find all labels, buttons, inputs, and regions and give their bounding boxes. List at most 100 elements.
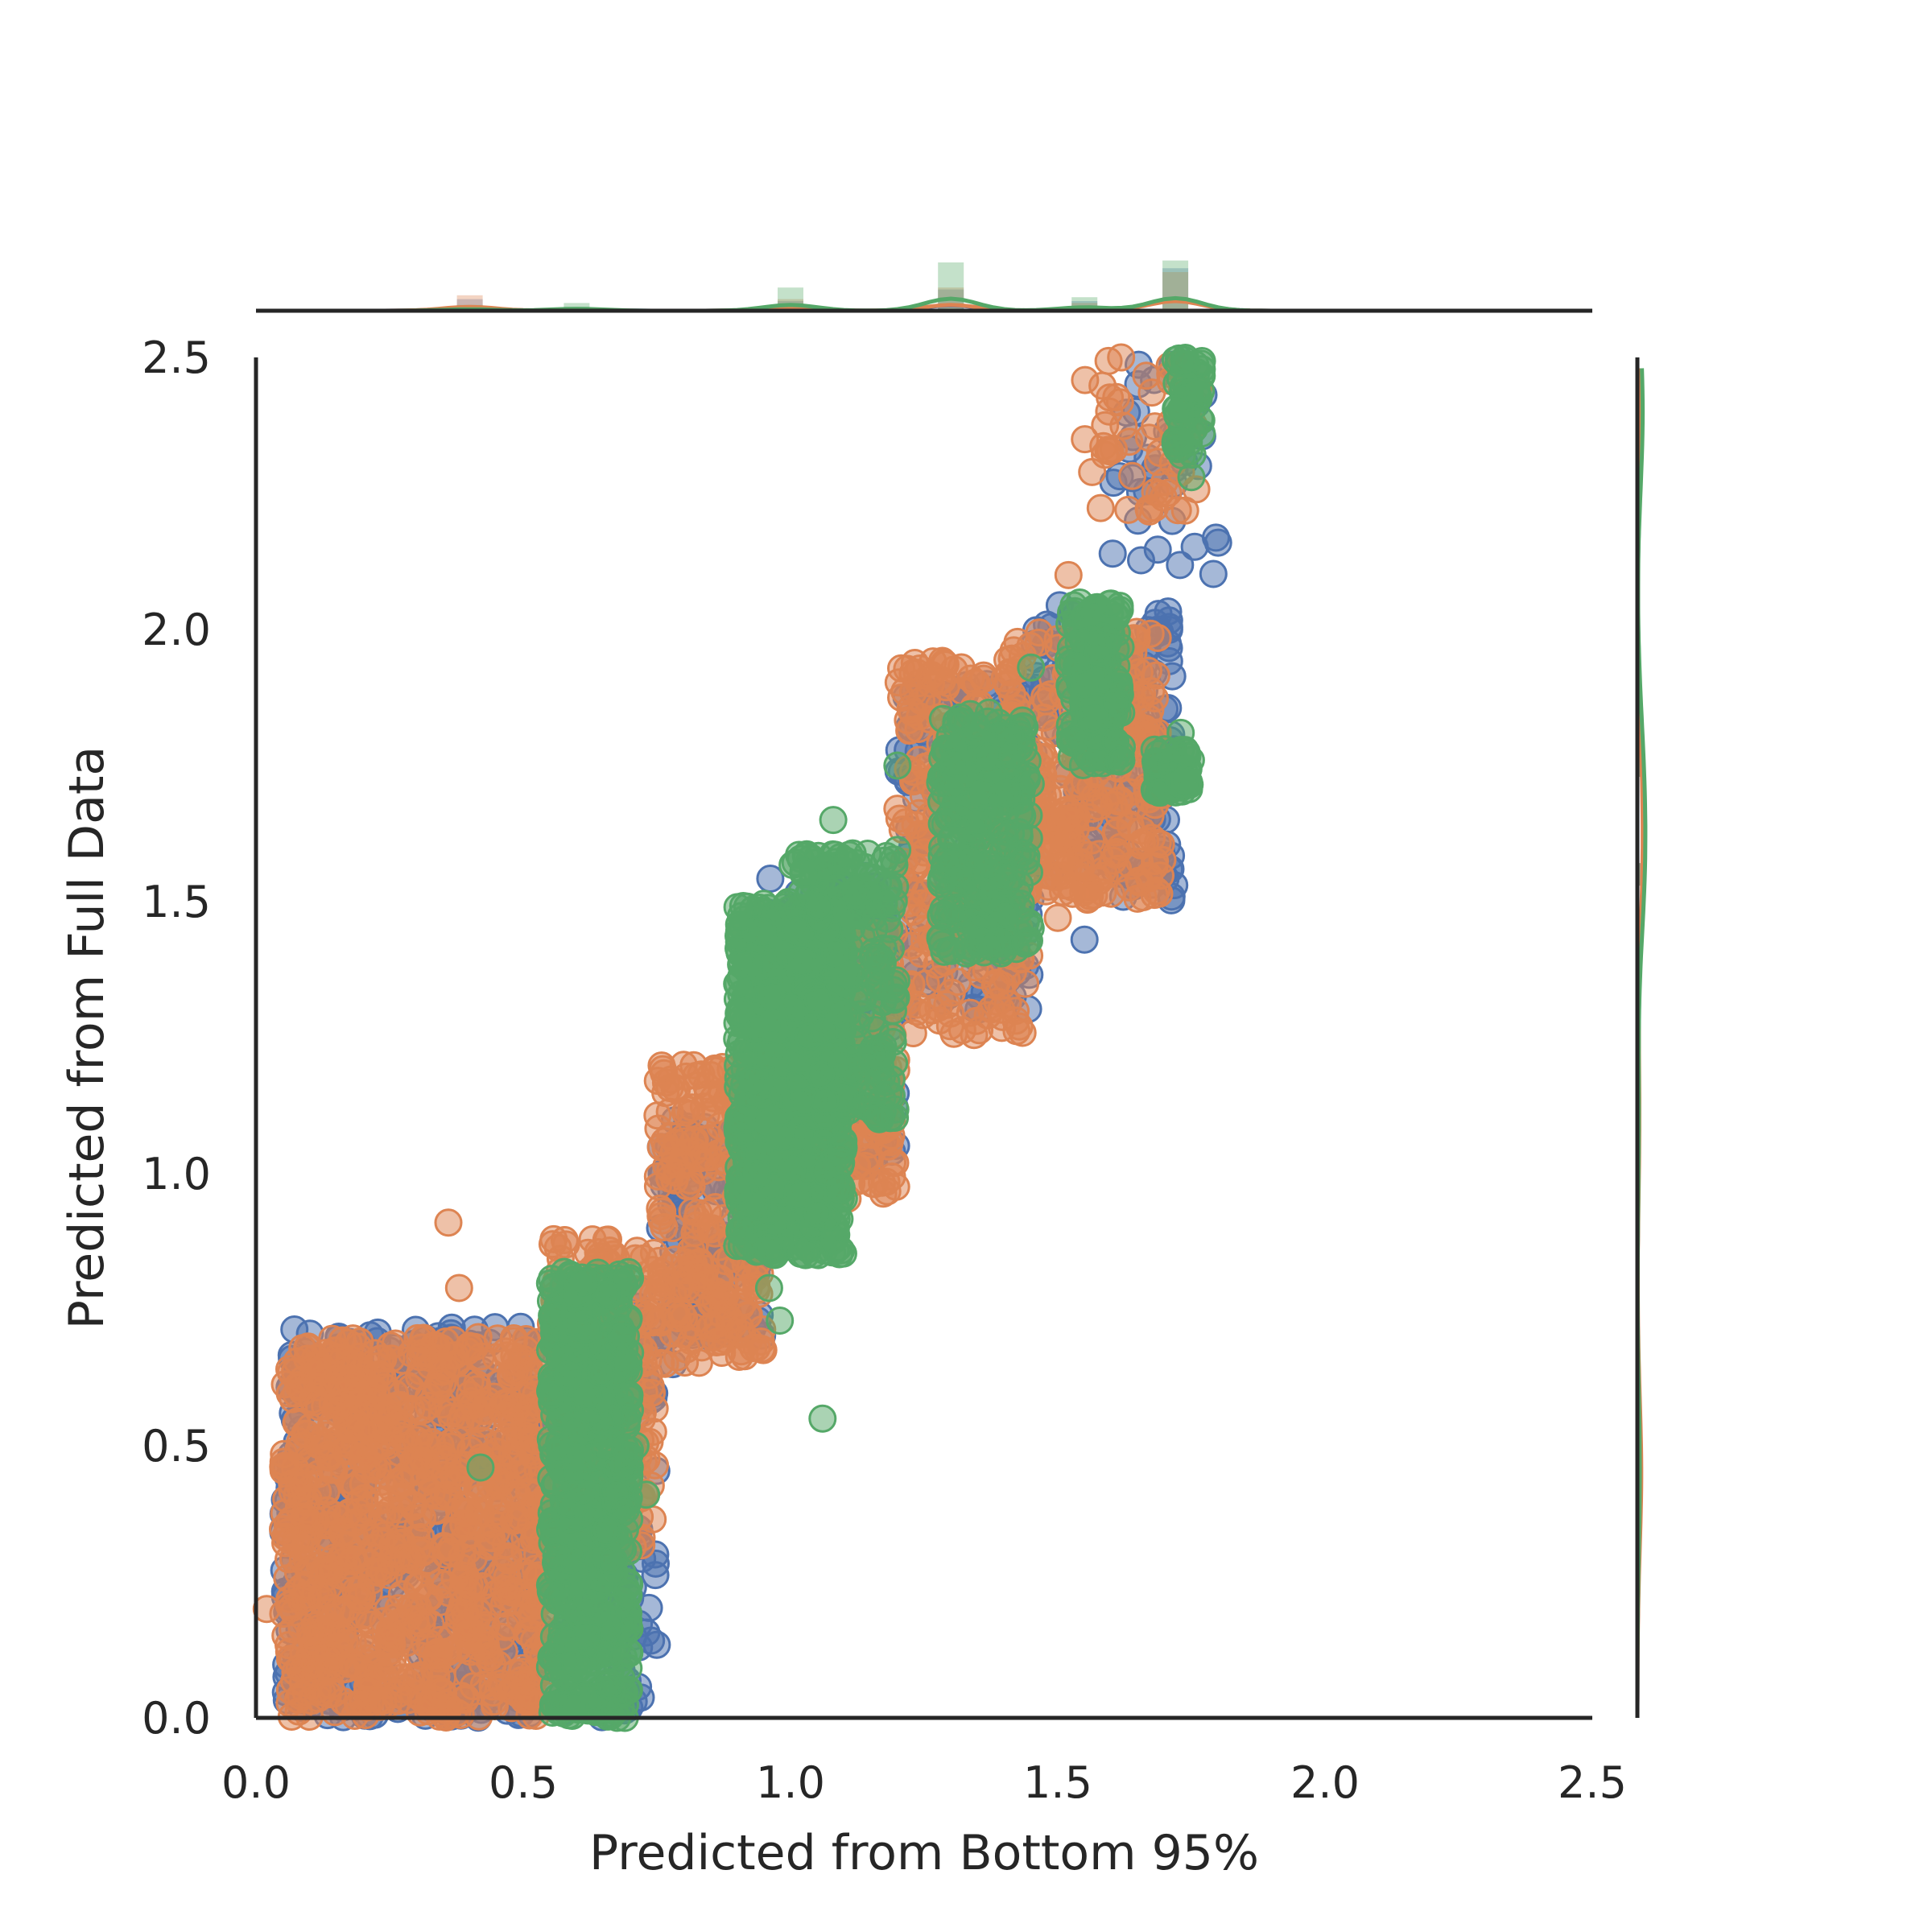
scatter-point: [677, 1093, 706, 1122]
scatter-point: [449, 1511, 478, 1540]
scatter-point: [1145, 879, 1174, 908]
scatter-point: [592, 1225, 621, 1254]
scatter-point: [456, 1333, 485, 1362]
scatter-point: [1118, 461, 1147, 490]
scatter-point: [1137, 378, 1166, 407]
scatter-point: [369, 1344, 398, 1373]
scatter-point: [492, 1530, 521, 1559]
scatter-point: [286, 1373, 314, 1402]
scatter-point: [381, 1379, 409, 1408]
scatter-point: [906, 702, 935, 731]
scatter-point: [700, 1171, 729, 1200]
scatter-point: [648, 1197, 677, 1226]
scatter-point: [332, 1437, 360, 1466]
scatter-point: [935, 1012, 964, 1041]
scatter-point: [378, 1645, 407, 1674]
scatter-point: [607, 1323, 636, 1351]
scatter-point: [469, 1670, 498, 1699]
scatter-point: [336, 1649, 365, 1678]
scatter-point: [572, 1621, 601, 1650]
scatter-point: [1199, 559, 1228, 588]
scatter-point: [1202, 523, 1230, 552]
scatter-point: [277, 1593, 306, 1622]
scatter-point: [855, 1143, 884, 1171]
scatter-point: [1098, 539, 1127, 568]
scatter-point: [283, 1558, 312, 1587]
scatter-point: [587, 1358, 615, 1387]
scatter-point: [1115, 873, 1144, 902]
scatter-point: [474, 1486, 503, 1515]
scatter-point: [423, 1344, 452, 1373]
scatter-point: [1003, 627, 1032, 656]
scatter-point: [298, 1625, 327, 1654]
joint-scatter-points: [252, 343, 1232, 1732]
scatter-point: [893, 654, 922, 683]
scatter-point: [1054, 560, 1083, 589]
scatter-point: [643, 1101, 672, 1130]
scatter-point: [509, 1558, 538, 1586]
scatter-point: [282, 1526, 311, 1555]
scatter-point: [1049, 838, 1078, 867]
scatter-point: [1096, 383, 1125, 412]
scatter-point: [444, 1274, 473, 1302]
scatter-point: [1070, 925, 1099, 954]
scatter-point: [669, 1051, 698, 1080]
scatter-point: [613, 1579, 642, 1608]
scatter-point: [456, 1637, 485, 1666]
scatter-point: [1109, 411, 1138, 440]
scatter-point: [687, 1263, 715, 1292]
scatter-point: [965, 1016, 994, 1045]
scatter-point: [1095, 436, 1123, 464]
scatter-point: [1086, 493, 1115, 522]
scatter-point: [385, 1409, 414, 1438]
scatter-point: [469, 1396, 498, 1425]
scatter-point: [511, 1670, 540, 1699]
scatter-point: [1077, 826, 1105, 855]
scatter-point: [592, 1515, 621, 1544]
scatter-point: [983, 987, 1012, 1016]
scatter-point: [559, 1308, 588, 1337]
scatter-point: [1075, 881, 1104, 910]
scatter-point: [592, 1280, 621, 1309]
scatter-point: [1135, 497, 1164, 526]
scatter-point: [433, 1480, 462, 1509]
scatter-point: [499, 1506, 528, 1535]
scatter-point: [334, 1405, 363, 1434]
scatter-point: [535, 1653, 564, 1682]
scatter-point: [414, 1382, 443, 1411]
scatter-point: [576, 1589, 605, 1618]
scatter-point: [747, 1335, 776, 1364]
scatter-point: [650, 1127, 679, 1156]
scatter-point: [304, 1459, 333, 1488]
scatter-point: [349, 1687, 378, 1716]
scatter-point: [1071, 365, 1100, 394]
scatter-point: [354, 1549, 383, 1578]
scatter-point: [316, 1603, 345, 1632]
scatter-point: [684, 1348, 713, 1377]
scatter-point: [553, 1360, 582, 1389]
scatter-point: [563, 1455, 592, 1484]
scatter-point: [1146, 830, 1175, 859]
scatter-point: [407, 1538, 436, 1567]
scatter-point: [925, 666, 954, 695]
scatter-point: [422, 1662, 451, 1691]
scatter-point: [1163, 496, 1192, 525]
scatter-point: [551, 1230, 580, 1259]
scatter-point: [701, 1286, 730, 1315]
scatter-point: [572, 1655, 600, 1684]
scatter-point: [291, 1678, 320, 1707]
scatter-point: [1043, 903, 1072, 932]
scatter-point: [345, 1487, 374, 1516]
scatter-point: [878, 1148, 907, 1177]
scatter-point: [559, 1692, 588, 1721]
scatter-point: [290, 1502, 319, 1531]
scatter-point: [288, 1334, 317, 1363]
scatter-point: [402, 1613, 431, 1642]
scatter-point: [678, 1197, 707, 1226]
scatter-point: [542, 1541, 571, 1570]
scatter-point: [1078, 795, 1107, 823]
scatter-point: [569, 1268, 598, 1297]
scatter-point: [303, 1430, 332, 1459]
scatter-point: [344, 1332, 373, 1361]
scatter-point: [1032, 687, 1060, 716]
